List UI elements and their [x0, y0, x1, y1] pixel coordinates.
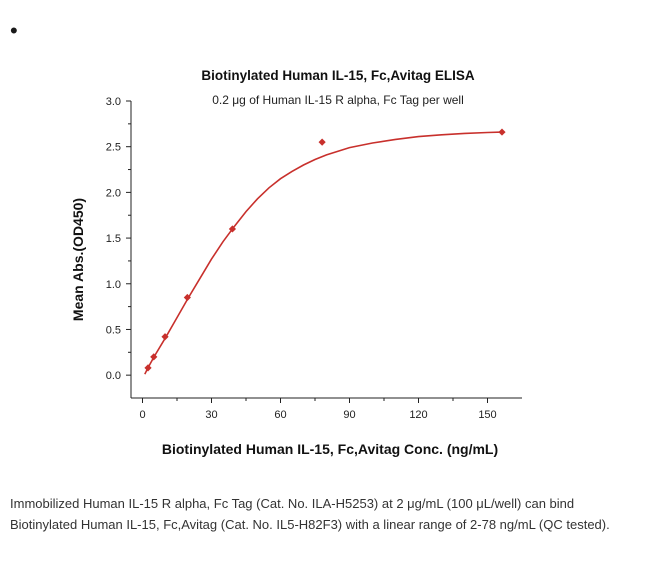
x-axis-title: Biotinylated Human IL-15, Fc,Avitag Conc… [162, 441, 498, 457]
y-tick-label: 1.0 [106, 279, 121, 291]
y-tick-label: 1.5 [106, 233, 121, 245]
bullet-marker: • [10, 18, 18, 43]
x-tick-label: 0 [139, 409, 145, 421]
data-point [161, 333, 169, 341]
y-tick-label: 0.0 [106, 370, 121, 382]
y-tick-label: 3.0 [106, 96, 121, 108]
y-axis-title: Mean Abs.(OD450) [70, 198, 86, 321]
data-point [183, 293, 191, 302]
elisa-chart: Biotinylated Human IL-15, Fc,Avitag ELIS… [70, 68, 522, 457]
x-axis: 0 30 60 90 120 150 [131, 397, 522, 421]
y-tick-label: 2.5 [106, 142, 121, 154]
data-point [228, 225, 237, 233]
data-points [144, 128, 506, 372]
y-tick-label: 0.5 [106, 324, 121, 336]
fit-curve [144, 131, 503, 375]
chart-subtitle: 0.2 μg of Human IL-15 R alpha, Fc Tag pe… [212, 93, 464, 107]
x-tick-label: 60 [274, 409, 286, 421]
data-point [498, 128, 506, 136]
y-tick-label: 2.0 [106, 187, 121, 199]
figure-caption: Immobilized Human IL-15 R alpha, Fc Tag … [10, 496, 610, 532]
y-axis: 0.0 0.5 1.0 1.5 2.0 2.5 3.0 [106, 96, 132, 398]
data-point [144, 364, 152, 372]
data-point [318, 138, 326, 146]
chart-title: Biotinylated Human IL-15, Fc,Avitag ELIS… [201, 68, 475, 83]
x-tick-label: 150 [478, 409, 496, 421]
data-point [150, 353, 158, 361]
x-tick-label: 90 [343, 409, 355, 421]
x-tick-label: 30 [205, 409, 217, 421]
x-tick-label: 120 [409, 409, 427, 421]
